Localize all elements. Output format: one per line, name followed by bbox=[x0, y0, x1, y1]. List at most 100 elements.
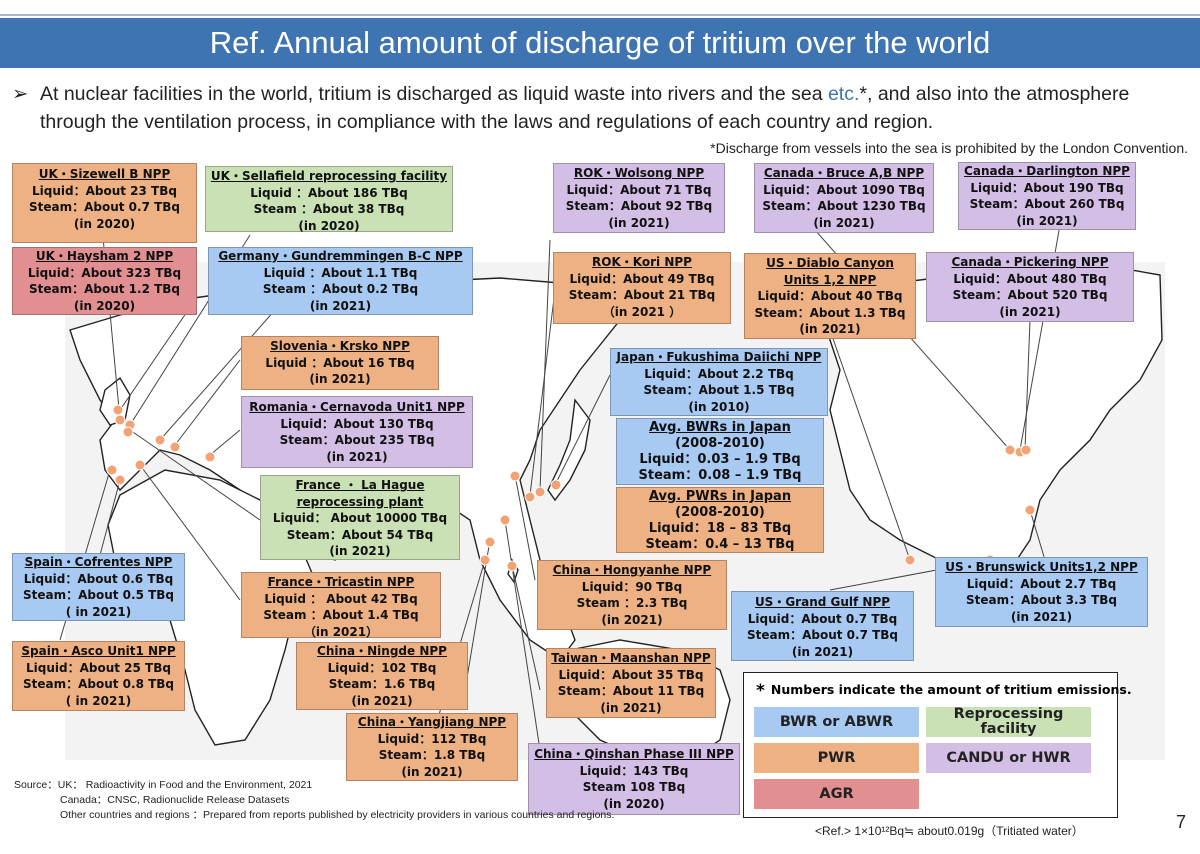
yangjiang-year: (in 2021) bbox=[401, 764, 463, 779]
legend-pwr: PWR bbox=[754, 743, 919, 773]
hongyanhe-steam: Steam ：2.3 TBq bbox=[576, 596, 688, 610]
marker-bruce bbox=[1004, 444, 1016, 456]
diablo-year: (in 2021) bbox=[799, 322, 861, 336]
box-darlington: Canada・Darlington NPP Liquid：About 190 T… bbox=[958, 162, 1136, 230]
box-bruce: Canada・Bruce A,B NPP Liquid：About 1090 T… bbox=[754, 163, 934, 233]
sellafield-liquid: Liquid ：About 186 TBq bbox=[250, 185, 408, 200]
box-cofrentes: Spain・Cofrentes NPP Liquid：About 0.6 TBq… bbox=[12, 553, 185, 621]
haysham-liquid: Liquid：About 323 TBq bbox=[27, 265, 182, 280]
box-lahague: France ・ La Hague reprocessing plant Liq… bbox=[260, 475, 460, 560]
marker-lahague bbox=[122, 426, 134, 438]
yangjiang-liquid: Liquid：112 TBq bbox=[377, 731, 487, 746]
hongyanhe-name: China・Hongyanhe NPP bbox=[552, 563, 712, 577]
leader-maanshan bbox=[511, 564, 541, 691]
fukushima-steam: Steam：About 1.5 TBq bbox=[643, 383, 795, 397]
sellafield-name: UK・Sellafield reprocessing facility bbox=[210, 169, 448, 183]
darlington-liquid: Liquid：About 190 TBq bbox=[970, 180, 1124, 195]
intro-paragraph: ➢ At nuclear facilities in the world, tr… bbox=[12, 80, 1192, 136]
cernavoda-year: (in 2021) bbox=[326, 449, 388, 464]
box-hongyanhe: China・Hongyanhe NPP Liquid：90 TBq Steam … bbox=[537, 560, 727, 630]
asco-steam: Steam：About 0.8 TBq bbox=[22, 677, 175, 691]
darlington-year: (in 2021) bbox=[1016, 213, 1078, 228]
slide-title: Ref. Annual amount of discharge of triti… bbox=[0, 18, 1200, 68]
wolsong-name: ROK・Wolsong NPP bbox=[573, 166, 705, 180]
bwr-japan-steam: Steam：0.08 – 1.9 TBq bbox=[638, 468, 802, 483]
leader-krsko bbox=[174, 359, 241, 446]
box-krsko: Slovenia・Krsko NPP Liquid ：About 16 TBq … bbox=[241, 336, 439, 390]
box-yangjiang: China・Yangjiang NPP Liquid：112 TBq Steam… bbox=[346, 713, 518, 781]
bruce-year: (in 2021) bbox=[813, 215, 875, 230]
box-haysham: UK・Haysham 2 NPP Liquid：About 323 TBq St… bbox=[12, 247, 197, 315]
pickering-name: Canada・Pickering NPP bbox=[951, 255, 1109, 269]
lahague-liquid: Liquid： About 10000 TBq bbox=[272, 511, 448, 525]
marker-asco bbox=[106, 464, 118, 476]
brunswick-steam: Steam：About 3.3 TBq bbox=[965, 593, 1118, 607]
source-notes: Source：UK： Radioactivity in Food and the… bbox=[14, 778, 614, 823]
marker-qinshan bbox=[499, 514, 511, 526]
wolsong-year: (in 2021) bbox=[608, 215, 670, 230]
leader-wolsong bbox=[539, 239, 551, 491]
pickering-year: (in 2021) bbox=[999, 304, 1061, 319]
krsko-liquid: Liquid ：About 16 TBq bbox=[265, 355, 415, 370]
marker-sizewell bbox=[114, 414, 126, 426]
box-pwr-japan: Avg. PWRs in Japan (2008-2010) Liquid：18… bbox=[616, 487, 824, 553]
marker-kori bbox=[524, 491, 536, 503]
cernavoda-steam: Steam：About 235 TBq bbox=[279, 433, 435, 447]
marker-hongyanhe bbox=[509, 470, 521, 482]
marker-ningde bbox=[484, 536, 496, 548]
marker-fukushima bbox=[550, 479, 562, 491]
legend-title: * Numbers indicate the amount of tritium … bbox=[756, 681, 1132, 701]
krsko-name: Slovenia・Krsko NPP bbox=[270, 339, 410, 353]
leader-lines bbox=[59, 204, 1061, 751]
brunswick-liquid: Liquid：About 2.7 TBq bbox=[966, 576, 1117, 591]
leader-kori bbox=[529, 289, 556, 496]
diablo-steam: Steam：About 1.3 TBq bbox=[754, 305, 906, 320]
bruce-name: Canada・Bruce A,B NPP bbox=[763, 166, 925, 180]
marker-haysham bbox=[112, 404, 124, 416]
sellafield-year: (in 2020) bbox=[298, 218, 360, 233]
marker-wolsong bbox=[534, 486, 546, 498]
cofrentes-liquid: Liquid：About 0.6 TBq bbox=[23, 571, 174, 586]
box-sellafield: UK・Sellafield reprocessing facility Liqu… bbox=[205, 166, 453, 233]
gundremmingen-liquid: Liquid ：About 1.1 TBq bbox=[263, 265, 418, 280]
box-sizewell: UK・Sizewell B NPP Liquid：About 23 TBq St… bbox=[12, 163, 197, 243]
legend: * Numbers indicate the amount of tritium … bbox=[743, 672, 1132, 818]
leader-brunswick bbox=[1029, 509, 1046, 561]
box-fukushima: Japan・Fukushima Daiichi NPP Liquid：About… bbox=[610, 348, 828, 416]
box-gundremmingen: Germany・Gundremmingen B-C NPP Liquid ：Ab… bbox=[208, 247, 473, 315]
legend-reprocessing: Reprocessing facility bbox=[926, 707, 1091, 737]
tricastin-name: France・Tricastin NPP bbox=[267, 575, 415, 589]
tricastin-liquid: Liquid ： About 42 TBq bbox=[264, 591, 418, 606]
ningde-liquid: Liquid：102 TBq bbox=[327, 660, 437, 675]
marker-maanshan bbox=[506, 560, 518, 572]
maanshan-steam: Steam：About 11 TBq bbox=[557, 684, 705, 698]
maanshan-liquid: Liquid：About 35 TBq bbox=[558, 667, 704, 682]
kori-name: ROK・Kori NPP bbox=[592, 255, 692, 269]
lahague-steam: Steam：About 54 TBq bbox=[286, 527, 434, 542]
pwr-japan-steam: Steam：0.4 – 13 TBq bbox=[645, 537, 795, 552]
marker-yangjiang bbox=[479, 554, 491, 566]
box-diablo: US・Diablo Canyon Units 1,2 NPP Liquid：Ab… bbox=[744, 253, 916, 339]
top-rule bbox=[0, 14, 1200, 16]
qinshan-name: China・Qinshan Phase III NPP bbox=[534, 747, 734, 761]
wolsong-steam: Steam：About 92 TBq bbox=[565, 199, 713, 213]
bruce-steam: Steam：About 1230 TBq bbox=[762, 199, 926, 213]
legend-bwr: BWR or ABWR bbox=[754, 707, 919, 737]
kori-year: （in 2021 ） bbox=[602, 304, 682, 319]
marker-brunswick bbox=[1024, 504, 1036, 516]
box-cernavoda: Romania・Cernavoda Unit1 NPP Liquid：About… bbox=[241, 396, 473, 468]
marker-pickering bbox=[1020, 444, 1032, 456]
qinshan-liquid: Liquid：143 TBq bbox=[579, 763, 689, 778]
yangjiang-steam: Steam：1.8 TBq bbox=[378, 748, 486, 762]
source-line-2: Canada：CNSC, Radionuclide Release Datase… bbox=[60, 794, 290, 806]
cofrentes-name: Spain・Cofrentes NPP bbox=[24, 555, 173, 569]
leader-pickering bbox=[1024, 319, 1031, 451]
haysham-name: UK・Haysham 2 NPP bbox=[35, 249, 174, 263]
leader-fukushima bbox=[554, 374, 611, 486]
wolsong-liquid: Liquid：About 71 TBq bbox=[566, 182, 712, 197]
bwr-japan-liquid: Liquid：0.03 – 1.9 TBq bbox=[639, 452, 801, 467]
marker-tricastin bbox=[134, 459, 146, 471]
haysham-year: (in 2020) bbox=[73, 298, 136, 313]
gundremmingen-year: (in 2021) bbox=[309, 298, 372, 313]
grandgulf-steam: Steam：About 0.7 TBq bbox=[746, 628, 899, 642]
